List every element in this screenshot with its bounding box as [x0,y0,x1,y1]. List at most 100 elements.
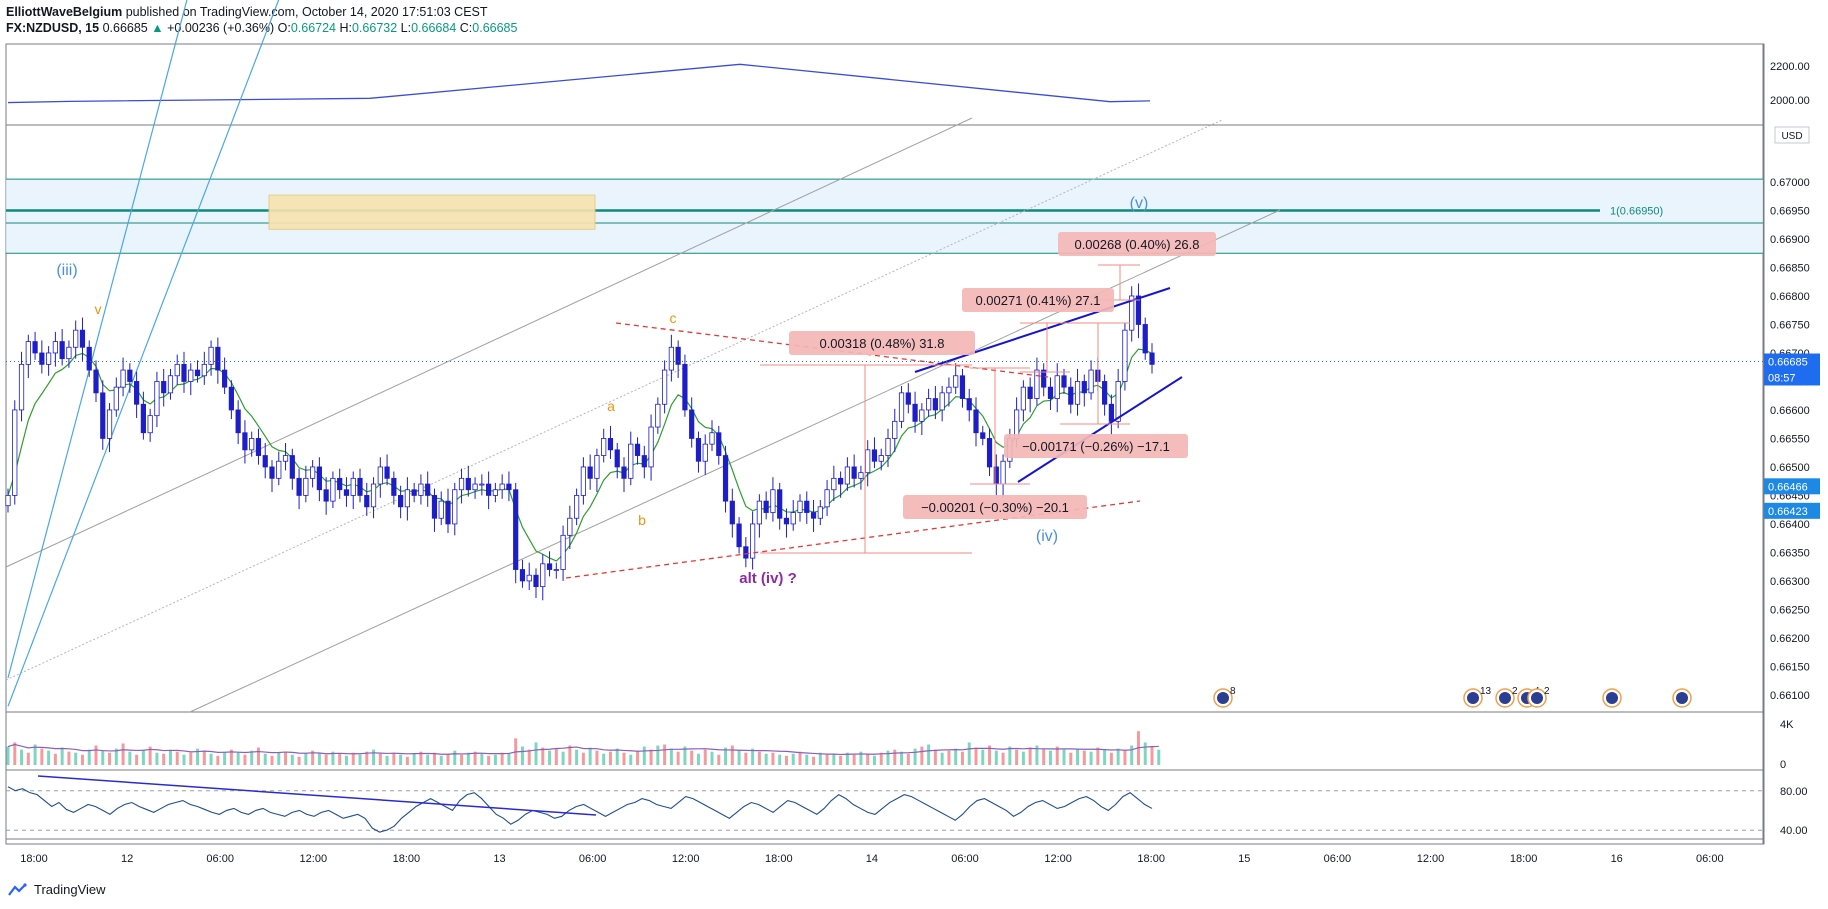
zone-box [268,194,596,230]
candle [201,351,207,385]
candle-body [52,341,58,354]
event-marker[interactable]: 13 [1463,686,1492,708]
volume-bar [439,755,443,765]
high-value: 0.66732 [351,21,398,35]
candle-body [398,495,404,508]
time-tick-label: 18:00 [393,853,421,865]
time-tick-label: 12:00 [1044,853,1072,865]
candle-body [946,386,952,394]
volume-bar [886,750,890,765]
price-tick-label: 0.66800 [1770,291,1810,303]
event-marker[interactable]: 8 [1213,686,1236,708]
candle-body [384,466,390,479]
candle [438,491,444,526]
footer: TradingView [8,882,106,897]
annotations[interactable]: 0.00318 (0.48%) 31.8 0.00271 (0.41%) 27.1… [56,195,1216,587]
volume-bar [730,745,734,765]
candle-body [743,546,749,559]
volume-bar [764,753,768,765]
event-marker[interactable] [1602,688,1622,708]
volume-bar [615,748,619,765]
author-name[interactable]: ElliottWaveBelgium [6,5,123,19]
event-marker[interactable]: 2 [1527,686,1550,708]
candle [695,431,702,473]
time-axis[interactable]: 18:00 12 06:00 12:00 18:00 13 06:00 12:00 18:00 1… [20,853,1723,865]
candle [140,391,146,440]
candle-body [614,449,620,468]
volume-bar [812,756,816,765]
candle-body [73,329,79,348]
upper-tick-label: 2200.00 [1770,61,1810,73]
candle [939,386,945,422]
measure-box[interactable]: −0.00201 (−0.30%) −20.1 [903,495,1087,519]
measure-box[interactable]: 0.00318 (0.48%) 31.8 [789,331,975,355]
candle-body [18,363,25,411]
candle [736,517,742,554]
candle-body [255,438,262,456]
candle [634,437,641,465]
candle [262,443,268,479]
candle-body [817,506,823,519]
measure-box[interactable]: 0.00268 (0.40%) 26.8 [1058,232,1216,256]
symbol-label[interactable]: FX:NZDUSD, 15 [6,21,100,35]
volume-bar [1042,748,1046,765]
price-tick-label: 0.66550 [1770,433,1810,445]
candle-body [878,455,884,462]
candle-body [770,489,776,513]
volume-bar [805,754,809,765]
measure-box[interactable]: −0.00171 (−0.26%) −17.1 [1004,434,1188,458]
candle-body [1020,386,1026,411]
candle [32,331,38,360]
volume-bar [1076,748,1080,765]
candle [959,368,966,408]
volume-bar [405,756,409,765]
candle-body [12,409,18,496]
volume-bar [581,752,585,765]
measure-box[interactable]: 0.00271 (0.41%) 27.1 [962,288,1114,312]
candle-body [479,483,485,486]
event-marker[interactable] [1672,688,1692,708]
volume-bar [1028,747,1032,765]
volume-bar [967,742,971,765]
candle-body [364,495,370,508]
candle [641,445,647,479]
ma-short [7,348,1153,562]
price-axis[interactable]: 0.66100 0.66150 0.66200 0.66250 0.66300 0.663… [6,126,1820,702]
candle [377,457,383,498]
candle-body [1081,381,1087,394]
volume-bar [608,751,612,765]
candle [655,397,661,434]
event-marker[interactable]: 2 [1495,686,1518,708]
candle-body [709,432,715,445]
measure-box-bg [789,331,975,355]
price-tag-bg [1764,502,1820,519]
osc-tick-label: 80.00 [1780,786,1808,798]
candle-body [486,483,492,496]
event-count: 2 [1544,686,1550,697]
candle [885,428,891,467]
chart-header: ElliottWaveBelgium published on TradingV… [6,4,517,36]
volume-bar [1109,752,1113,765]
volume-bar [1055,746,1059,765]
candle-body [641,455,647,468]
candle-body [492,489,498,496]
last-price: 0.66685 [102,21,148,35]
price-tag-bg [1764,353,1820,370]
wave-label: a [607,398,615,414]
open-value: 0.66724 [290,21,336,35]
volume-bar [419,751,423,765]
candle-body [750,523,756,559]
candle-body [675,346,681,365]
volume-bar [845,752,849,765]
candle [628,431,634,486]
footer-brand[interactable]: TradingView [34,882,106,897]
candle-body [1041,369,1047,388]
candle-body [810,512,817,519]
candle [486,471,492,510]
economic-events[interactable]: 813242 [1213,686,1692,708]
candle [289,448,295,490]
low-label: L: [400,21,412,35]
wave-label: alt (iv) ? [739,570,797,587]
candle-body [682,363,688,411]
